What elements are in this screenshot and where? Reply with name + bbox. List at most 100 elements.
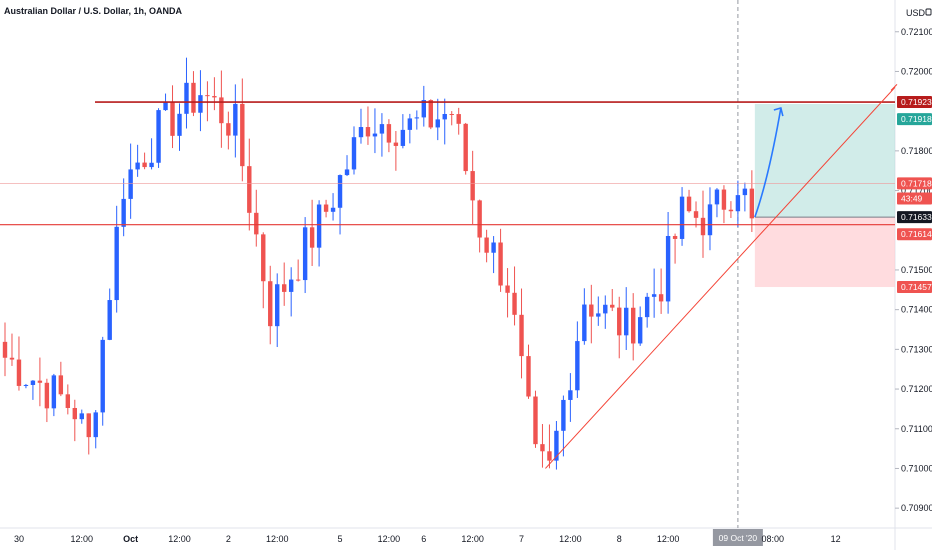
candle-down [658,268,664,314]
time-tick-label: 12:00 [71,534,94,544]
candle-down [617,296,622,359]
loss-zone [754,217,895,288]
candle-body [484,237,489,253]
candle-down [212,77,217,111]
candle-down [72,399,77,442]
price-tick-label: 0.71500 [901,265,932,275]
candle-down [449,111,454,126]
candle-body [107,300,112,340]
candle-body [295,279,301,281]
time-axis[interactable]: 30 12:00 Oct 12:00 2 12:00 5 12:00 6 12:00 7 12:00 8… [14,529,841,546]
candle-body [372,133,378,137]
time-tick-label: Oct [123,534,138,544]
candle-up [407,113,413,144]
candle-down [65,384,71,415]
price-tag: 0.71633 [897,211,932,224]
candle-up [568,373,573,422]
price-tag-bg [897,211,932,224]
time-tick-label: 2 [226,534,231,544]
candle-body [9,357,15,360]
candle-body [491,242,496,253]
candle-down [240,78,245,182]
candle-up [707,187,713,251]
candle-body [58,375,64,395]
candle-down [58,361,64,397]
time-tick-label: 6 [421,534,426,544]
candle-up [624,287,629,350]
candle-body [721,189,727,210]
candle-up [742,182,748,212]
candle-body [735,195,741,212]
candle-up [561,395,566,457]
candle-down [547,424,552,469]
price-tick-label: 0.72000 [901,66,932,76]
price-tag: 0.71718 [897,177,932,190]
candle-body [51,375,57,409]
candle-up [128,143,133,219]
candle-up [582,288,587,345]
candle-up [93,410,98,449]
price-tag: 0.71923 [897,96,932,109]
candle-up [316,200,322,267]
candle-body [644,296,650,318]
candle-body [700,217,706,236]
candle-body [275,284,280,327]
trendline[interactable] [545,87,896,469]
candle-down [170,85,175,149]
candle-up [288,267,294,317]
candle-body [561,399,566,431]
time-tick-label: 12:00 [266,534,289,544]
candle-body [519,314,524,357]
candle-up [435,98,440,141]
candle-body [679,196,685,239]
candle-down [721,185,727,224]
candle-body [637,317,643,344]
candle-body [470,171,475,201]
price-tag: 0.71918 [897,113,932,126]
candle-body [268,281,273,327]
price-axis[interactable]: 0.72100 0.72000 0.71800 0.71700 0.71500 0.714… [895,27,932,513]
candle-body [337,175,343,208]
candle-body [449,114,454,116]
candle-down [749,170,755,232]
candle-down [693,201,699,228]
chart-drawings[interactable] [0,83,898,469]
candle-up [379,113,385,157]
candle-body [191,82,196,113]
candle-up [644,292,650,328]
candle-body [261,234,266,282]
candle-body [316,204,322,248]
candle-up [156,108,161,168]
candle-body [428,100,433,128]
candle-down [295,259,301,282]
candle-body [693,211,699,218]
candle-up [51,373,57,417]
projection-arrow[interactable] [754,107,782,218]
candle-up [679,187,685,246]
candle-body [742,188,748,196]
price-tag: 0.71614 [897,228,932,241]
candle-body [554,430,559,461]
candle-down [456,107,461,135]
candle-body [344,169,350,176]
candle-up [414,110,420,130]
candle-up [100,336,105,426]
currency-label[interactable]: USD [906,8,926,18]
candle-up [372,108,378,154]
candle-up [198,70,203,132]
candle-up [735,180,741,228]
candle-up [79,409,84,424]
candle-body [149,162,154,168]
candle-up [149,138,154,170]
candle-up [651,268,657,318]
candle-body [128,169,133,199]
candle-body [533,396,538,445]
candle-body [330,207,336,212]
candle-body [589,304,594,317]
candle-body [2,341,8,358]
currency-selector[interactable]: USD [906,8,932,18]
candle-body [212,96,217,98]
candle-down [2,322,8,377]
candle-down [477,199,482,253]
